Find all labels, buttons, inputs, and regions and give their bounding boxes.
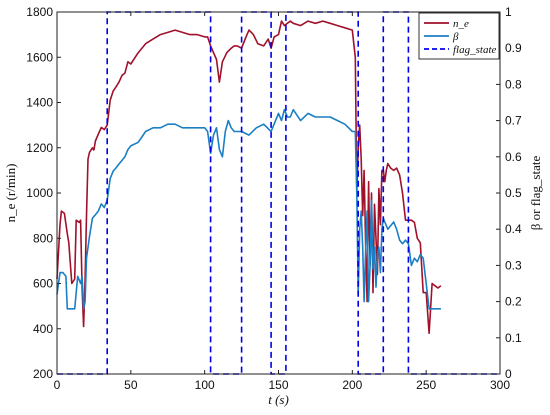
y-left-tick-label: 1200 — [26, 141, 53, 155]
series-ne-line — [56, 20, 442, 335]
legend-label-ne: n_e — [453, 18, 469, 30]
y-right-tick-label: 0 — [505, 367, 512, 381]
y-right-tick-label: 0.1 — [505, 331, 522, 345]
y-right-tick-label: 0.6 — [505, 150, 522, 164]
x-axis-label: t (s) — [268, 392, 289, 407]
y-right-tick-label: 1 — [505, 5, 512, 19]
y-left-tick-label: 200 — [33, 367, 53, 381]
y-left-tick-label: 1000 — [26, 186, 53, 200]
labels-layer: t (s) n_e (r/min) β or flag_state — [3, 156, 543, 407]
y-right-tick-label: 0.7 — [505, 114, 522, 128]
y-right-tick-label: 0.4 — [505, 222, 522, 236]
y-left-tick-label: 600 — [33, 277, 53, 291]
y-right-tick-label: 0.2 — [505, 295, 522, 309]
legend-label-beta: β — [452, 31, 459, 43]
y-left-tick-label: 1800 — [26, 5, 53, 19]
legend: n_e β flag_state — [418, 12, 500, 60]
y-axis-left-label: n_e (r/min) — [3, 164, 18, 223]
y-right-tick-label: 0.5 — [505, 186, 522, 200]
y-right-tick-label: 0.8 — [505, 77, 522, 91]
x-tick-label: 100 — [195, 378, 215, 392]
x-tick-label: 250 — [416, 378, 436, 392]
legend-label-flag: flag_state — [453, 44, 497, 56]
y-left-tick-label: 400 — [33, 322, 53, 336]
x-tick-label: 200 — [342, 378, 362, 392]
x-tick-label: 300 — [490, 378, 510, 392]
y-axis-right-label: β or flag_state — [528, 156, 543, 231]
x-tick-label: 0 — [54, 378, 61, 392]
y-left-tick-label: 800 — [33, 231, 53, 245]
y-right-tick-label: 0.3 — [505, 258, 522, 272]
series-beta-line — [56, 108, 441, 310]
x-tick-label: 50 — [124, 378, 138, 392]
y-left-tick-label: 1600 — [26, 50, 53, 64]
plot-area — [57, 12, 500, 374]
y-right-tick-label: 0.9 — [505, 41, 522, 55]
ticks-layer: 0 50 100 150 200 250 300 200 400 600 800 1000 1200 14… — [26, 5, 522, 392]
x-tick-label: 150 — [268, 378, 288, 392]
y-left-tick-label: 1400 — [26, 96, 53, 110]
plot-background — [57, 12, 500, 374]
